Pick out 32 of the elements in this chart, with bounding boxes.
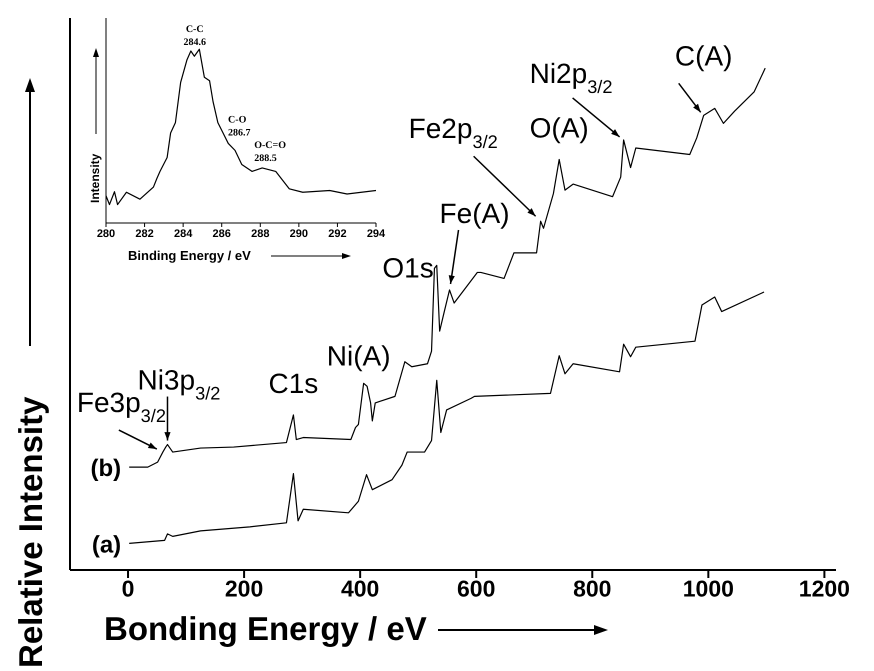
x-tick-label: 284	[174, 228, 194, 240]
x-tick-label: 292	[328, 228, 347, 240]
annotation: Ni2p$_{3/2}$	[530, 58, 612, 97]
annotation: O-C=O 288.5	[254, 140, 286, 164]
x-tick-label: 294	[366, 228, 386, 240]
x-tick-label: 800	[573, 575, 612, 602]
x-tick-label: 1000	[682, 575, 734, 602]
annotation: O1s	[382, 252, 434, 284]
legend-label: (b)	[90, 455, 122, 482]
annotation: O(A)	[530, 112, 589, 144]
x-tick-label: 290	[290, 228, 308, 240]
annotation: Fe(A)	[440, 198, 510, 229]
annotation: Ni(A)	[326, 340, 391, 372]
x-tick-label: 0	[122, 575, 134, 602]
annotation: C-C 284.6	[183, 24, 206, 48]
x-tick-label: 200	[224, 575, 264, 602]
x-tick-label: 1200	[798, 575, 850, 602]
x-tick-label: 280	[96, 228, 116, 240]
x-tick-label: 286	[212, 228, 231, 240]
x-axis-title: Binding Energy / eV	[128, 248, 251, 263]
annotation: Fe2p$_{3/2}$	[408, 113, 498, 152]
x-tick-label: 600	[457, 575, 496, 602]
annotation: C(A)	[674, 40, 732, 72]
x-axis-title: Bonding Energy / eV	[104, 610, 427, 648]
annotation: C-O 286.7	[228, 114, 251, 138]
x-tick-label: 282	[135, 228, 154, 240]
y-axis-title: Intensity	[88, 154, 102, 203]
y-axis-title: Relative Intensity	[12, 396, 50, 668]
x-tick-label: 400	[340, 575, 380, 602]
x-tick-label: 288	[251, 228, 270, 240]
series-label: (a)	[92, 531, 122, 558]
annotation: C1s	[268, 368, 318, 399]
